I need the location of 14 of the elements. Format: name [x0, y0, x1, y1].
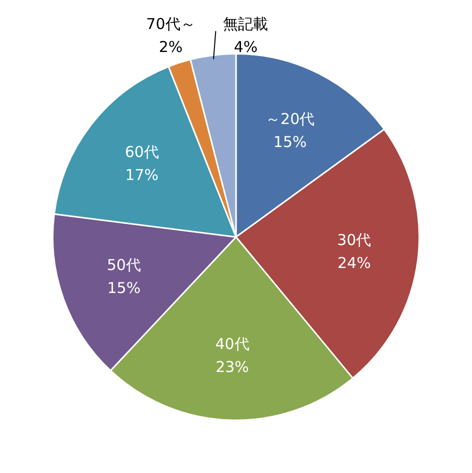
slice-label: 70代～	[146, 14, 196, 33]
data-label: 15%	[107, 279, 141, 298]
slice-label: 無記載	[223, 14, 268, 33]
data-label: 2%	[158, 38, 183, 56]
data-label: 17%	[125, 166, 159, 184]
slice-label: ～20代	[266, 110, 315, 128]
slice-label: 30代	[337, 230, 372, 249]
slice-label: 50代	[106, 256, 141, 274]
slice-label: 60代	[124, 142, 159, 161]
data-label: 24%	[338, 254, 371, 272]
data-label: 15%	[273, 132, 307, 151]
data-label: 4%	[234, 38, 258, 56]
data-label: 23%	[216, 358, 249, 376]
slice-label: 40代	[215, 334, 250, 353]
